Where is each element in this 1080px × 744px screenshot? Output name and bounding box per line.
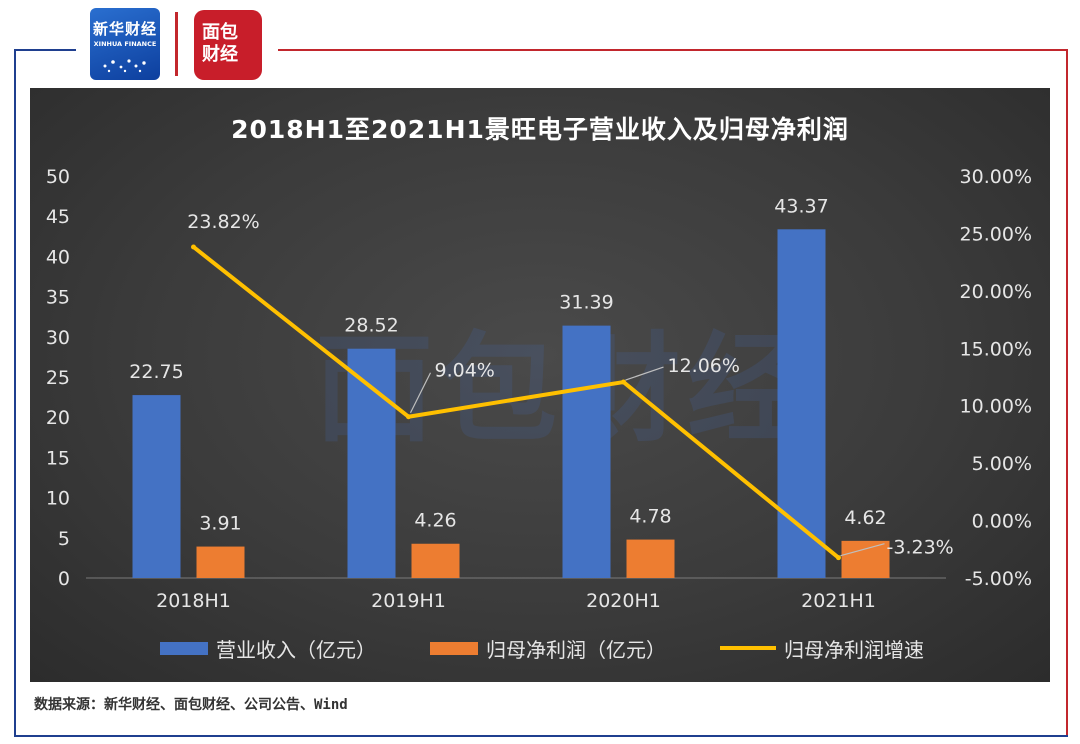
growth-leader-line xyxy=(625,366,664,381)
left-axis-tick-label: 20 xyxy=(46,407,70,429)
data-label-revenue: 43.37 xyxy=(774,195,828,217)
legend-item-growth: 归母净利润增速 xyxy=(720,634,924,662)
x-axis-category-label: 2018H1 xyxy=(156,590,231,612)
data-label-growth: -3.23% xyxy=(887,537,954,559)
right-axis-tick-label: -5.00% xyxy=(965,568,1032,590)
bar-revenue xyxy=(347,348,396,578)
data-label-profit: 3.91 xyxy=(199,513,241,535)
xinhua-logo-text: 新华财经 xyxy=(92,20,157,38)
chart-title: 2018H1至2021H1景旺电子营业收入及归母净利润 xyxy=(231,115,849,144)
right-axis-tick-label: 20.00% xyxy=(960,281,1032,303)
legend-label-growth: 归母净利润增速 xyxy=(784,637,924,662)
growth-leader-line xyxy=(409,372,432,414)
left-axis-tick-label: 25 xyxy=(46,367,70,389)
mianbao-logo-text: 面包财经 xyxy=(202,22,238,65)
right-axis-tick-label: 30.00% xyxy=(960,166,1032,188)
frame-right xyxy=(1066,49,1068,737)
source-note: 数据来源：新华财经、面包财经、公司公告、Wind xyxy=(34,697,348,713)
left-axis-tick-label: 5 xyxy=(58,528,70,550)
legend-swatch-profit xyxy=(430,641,478,655)
left-axis-tick-label: 35 xyxy=(46,287,70,309)
growth-leader-line xyxy=(840,543,885,557)
chart-panel: 面包财经 2018H1至2021H1景旺电子营业收入及归母净利润 0 5 10 15 2… xyxy=(30,88,1050,682)
left-axis-tick-label: 10 xyxy=(46,488,70,510)
growth-line xyxy=(192,245,840,560)
right-axis-tick-label: 25.00% xyxy=(960,223,1032,245)
legend-label-revenue: 营业收入（亿元） xyxy=(216,637,376,662)
data-label-profit: 4.62 xyxy=(844,507,886,529)
logo-divider xyxy=(175,12,178,76)
chart-plot: 0 5 10 15 20 25 30 35 40 45 50 -5.00% 0.00% 5.00% 10.0… xyxy=(46,166,1032,612)
frame-top-left xyxy=(14,49,76,51)
bar-revenue xyxy=(777,229,826,578)
data-label-revenue: 28.52 xyxy=(344,315,398,337)
right-axis-tick-label: 0.00% xyxy=(972,511,1032,533)
right-axis-tick-label: 15.00% xyxy=(960,338,1032,360)
growth-point xyxy=(406,414,411,420)
xinhua-logo-dots xyxy=(103,59,146,73)
data-label-growth: 12.06% xyxy=(668,355,740,377)
left-axis-tick-label: 30 xyxy=(46,327,70,349)
data-label-growth: 9.04% xyxy=(435,360,495,382)
x-axis-category-label: 2019H1 xyxy=(371,590,446,612)
mianbao-finance-logo: 面包财经 xyxy=(194,10,262,80)
bar-revenue xyxy=(132,395,181,578)
left-axis-tick-label: 50 xyxy=(46,166,70,188)
left-axis-tick-label: 45 xyxy=(46,206,70,228)
bar-profit xyxy=(626,539,675,578)
left-axis-tick-label: 15 xyxy=(46,447,70,469)
legend-item-revenue: 营业收入（亿元） xyxy=(160,634,376,662)
data-label-profit: 4.78 xyxy=(629,506,671,528)
bar-profit xyxy=(841,540,890,578)
data-label-revenue: 22.75 xyxy=(129,361,183,383)
growth-point xyxy=(621,379,626,385)
growth-point xyxy=(836,555,841,561)
frame-bottom xyxy=(14,735,1068,737)
xinhua-finance-logo: 新华财经 XINHUA FINANCE xyxy=(90,8,160,80)
bar-profit xyxy=(411,543,460,578)
growth-point xyxy=(191,244,196,250)
right-axis-tick-label: 5.00% xyxy=(972,453,1032,475)
left-axis-tick-label: 0 xyxy=(58,568,70,590)
legend-item-profit: 归母净利润（亿元） xyxy=(430,634,666,662)
data-label-profit: 4.26 xyxy=(414,510,456,532)
legend-label-profit: 归母净利润（亿元） xyxy=(486,637,666,662)
legend-swatch-growth xyxy=(720,646,776,650)
frame-left xyxy=(14,49,16,737)
right-axis-tick-label: 10.00% xyxy=(960,396,1032,418)
frame-top-right xyxy=(278,49,1068,51)
data-label-growth: 23.82% xyxy=(187,211,259,233)
left-axis-tick-label: 40 xyxy=(46,246,70,268)
x-axis-category-label: 2020H1 xyxy=(586,590,661,612)
bar-profit xyxy=(196,546,245,578)
bar-revenue xyxy=(562,325,611,578)
watermark: 面包财经 xyxy=(315,293,811,464)
x-axis-category-label: 2021H1 xyxy=(801,590,876,612)
data-label-revenue: 31.39 xyxy=(559,292,613,314)
legend-swatch-revenue xyxy=(160,641,208,655)
xinhua-logo-en: XINHUA FINANCE xyxy=(93,40,157,48)
